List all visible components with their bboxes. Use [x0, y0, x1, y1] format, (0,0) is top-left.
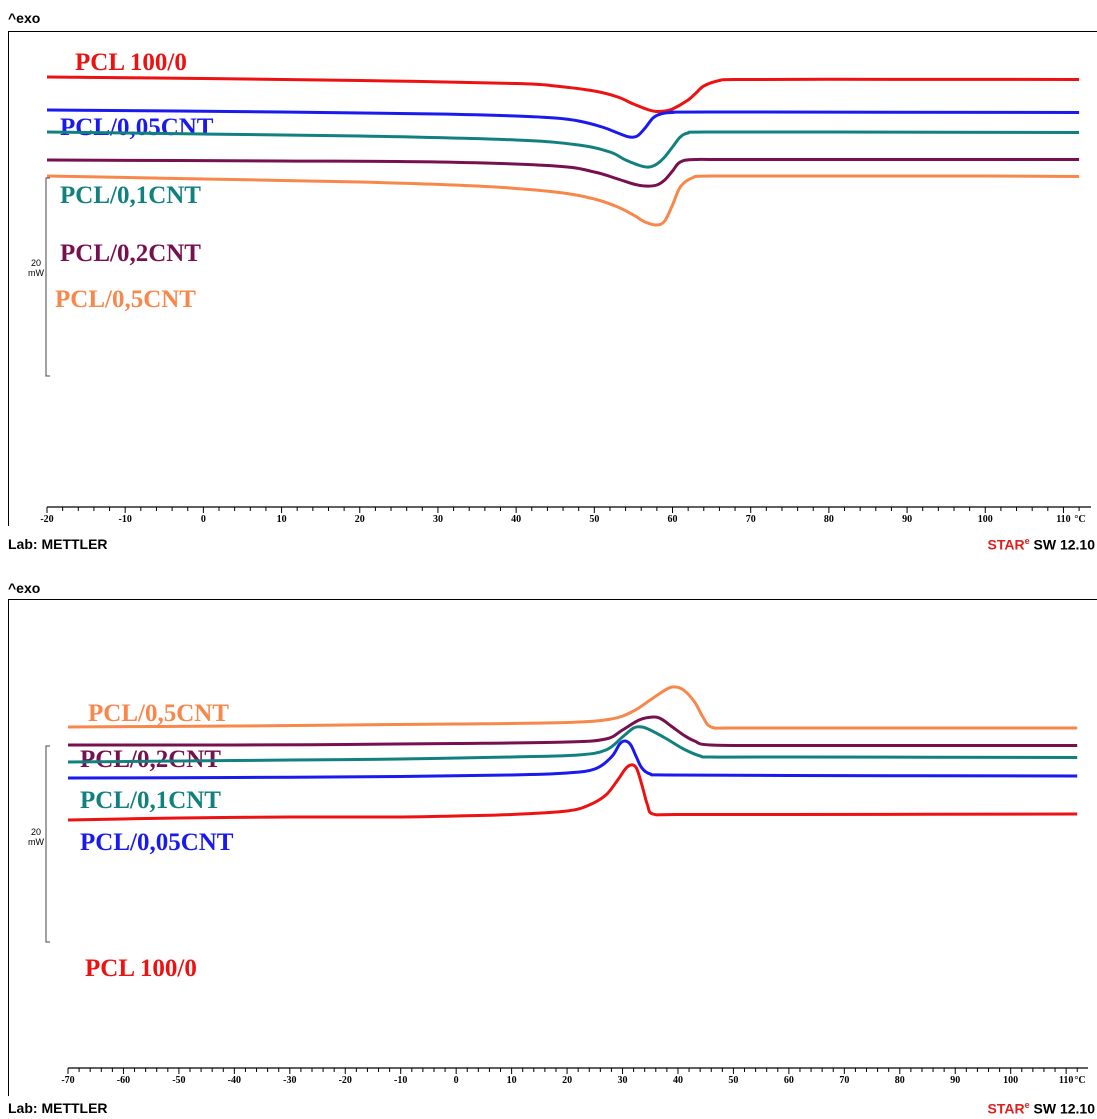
x-axis: -20 -10 0 10 20 30 40 50 60 70 80 90 100 110 °C: [40, 506, 1091, 525]
x-tick-label: -10: [394, 1075, 407, 1086]
plot-frame: [8, 599, 1097, 1096]
x-tick-label: 80: [824, 514, 834, 525]
series-line: [67, 685, 1078, 730]
x-tick-label: -30: [283, 1075, 296, 1086]
series-label: PCL/0,2CNT: [60, 240, 201, 267]
x-tick-label: 30: [618, 1075, 628, 1086]
series-line: [67, 725, 1078, 764]
exo-label: ^exo: [8, 580, 41, 596]
x-tick-label: -60: [117, 1075, 130, 1086]
lab-label: Lab: METTLER: [8, 1100, 108, 1116]
x-tick-label: -50: [172, 1075, 185, 1086]
x-tick-label: 40: [511, 514, 521, 525]
series-pcl-0-05cnt: PCL/0,05CNT: [67, 739, 1078, 856]
series-label: PCL 100/0: [85, 955, 197, 982]
series-label: PCL 100/0: [75, 49, 187, 76]
series-label: PCL/0,05CNT: [60, 114, 214, 141]
scale-bar-unit: mW: [28, 837, 44, 847]
x-tick-label: 50: [728, 1075, 738, 1086]
series-pcl-0-5cnt: PCL/0,5CNT: [46, 174, 1080, 313]
software-brand-sup: e: [1024, 1100, 1030, 1110]
x-tick-label: -20: [339, 1075, 352, 1086]
software-brand: STAR: [987, 1100, 1025, 1117]
series-label: PCL/0,5CNT: [55, 286, 196, 313]
x-tick-label: -10: [119, 514, 132, 525]
x-tick-label: 60: [668, 514, 678, 525]
series-line: [46, 157, 1080, 188]
series-line: [67, 763, 1078, 822]
series-line: [67, 715, 1078, 748]
software-brand: STAR: [987, 536, 1025, 553]
x-tick-label: 0: [201, 514, 206, 525]
x-tick-label: 0: [454, 1075, 459, 1086]
scale-bar-value: 20: [31, 827, 41, 837]
x-tick-label: 10: [277, 514, 287, 525]
series-label: PCL/0,05CNT: [80, 829, 234, 856]
series-line: [46, 75, 1080, 114]
software-label: STARe SW 12.10: [988, 1100, 1095, 1117]
plot-frame: [8, 31, 1097, 526]
software-brand-sup: e: [1024, 536, 1030, 546]
x-tick-label: 70: [839, 1075, 849, 1086]
software-version: SW 12.10: [1029, 536, 1096, 553]
lab-label: Lab: METTLER: [8, 536, 108, 552]
series-pcl-100-0: PCL 100/0: [46, 49, 1080, 114]
series-pcl-0-1cnt: PCL/0,1CNT: [46, 130, 1080, 209]
x-tick-label: 100: [978, 514, 993, 525]
x-tick-label: 20: [355, 514, 365, 525]
x-tick-label: 10: [507, 1075, 517, 1086]
x-tick-label: 90: [950, 1075, 960, 1086]
x-tick-label: 70: [746, 514, 756, 525]
exo-label: ^exo: [8, 10, 41, 26]
x-tick-label: 80: [895, 1075, 905, 1086]
series-pcl-0-1cnt: PCL/0,1CNT: [67, 725, 1078, 814]
series-label: PCL/0,1CNT: [60, 182, 201, 209]
scale-bar-line: [45, 177, 50, 377]
x-tick-label: 100: [1003, 1075, 1018, 1086]
scale-bar-unit: mW: [28, 268, 44, 278]
series-pcl-0-05cnt: PCL/0,05CNT: [46, 108, 1080, 141]
x-axis-unit: °C: [1074, 514, 1085, 525]
x-tick-label: 90: [902, 514, 912, 525]
series-line: [46, 108, 1080, 139]
series-line: [46, 174, 1080, 227]
series-pcl-100-0: PCL 100/0: [67, 763, 1078, 982]
x-tick-label: 20: [562, 1075, 572, 1086]
software-version: SW 12.10: [1029, 1100, 1096, 1117]
series-label: PCL/0,1CNT: [80, 787, 221, 814]
x-axis: -70 -60 -50 -40 -30 -20 -10 0 10 20 30 40 50 60 70 80 90…: [61, 1067, 1088, 1086]
x-tick-label: -40: [228, 1075, 241, 1086]
scale-bar-value: 20: [31, 258, 41, 268]
x-tick-label: -20: [40, 514, 53, 525]
series-label: PCL/0,5CNT: [88, 700, 229, 727]
series-line: [67, 739, 1078, 780]
series-pcl-0-2cnt: PCL/0,2CNT: [46, 157, 1080, 267]
x-tick-label: 30: [433, 514, 443, 525]
x-tick-label: 110: [1059, 1075, 1073, 1086]
x-tick-label: 40: [673, 1075, 683, 1086]
series-line: [46, 130, 1080, 169]
software-label: STARe SW 12.10: [988, 536, 1095, 553]
scale-bar-line: [45, 745, 50, 943]
x-tick-label: 50: [589, 514, 599, 525]
series-pcl-0-5cnt: PCL/0,5CNT: [67, 685, 1078, 730]
x-tick-label: -70: [61, 1075, 74, 1086]
panel-heating: ^exo 20 mW -20 -10 0 10 20 30 40 50 60 70 80 90 100 110…: [8, 10, 1097, 553]
x-tick-label: 60: [784, 1075, 794, 1086]
x-tick-label: 110: [1056, 514, 1070, 525]
x-axis-unit: °C: [1074, 1075, 1085, 1086]
